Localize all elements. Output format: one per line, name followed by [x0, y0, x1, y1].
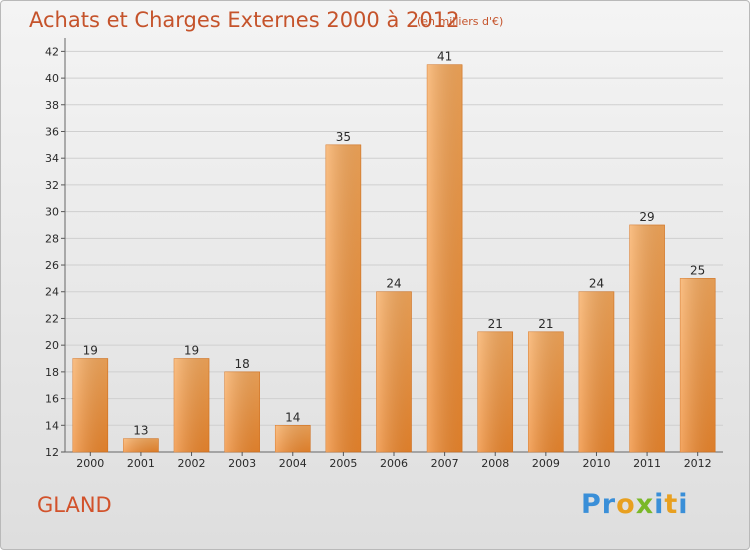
- logo-letter: t: [664, 489, 679, 520]
- y-tick-label: 30: [45, 206, 59, 219]
- bar-shade: [325, 144, 361, 452]
- bar-value-label: 19: [83, 344, 98, 358]
- bar-value-label: 19: [184, 344, 199, 358]
- x-tick-label: 2009: [532, 457, 560, 470]
- bar-value-label: 35: [336, 130, 351, 144]
- y-tick-label: 42: [45, 45, 59, 58]
- proxiti-logo: Proxiti: [581, 489, 689, 520]
- bar-value-label: 25: [690, 263, 705, 277]
- y-tick-label: 20: [45, 339, 59, 352]
- bar-shade: [123, 438, 159, 452]
- y-tick-label: 28: [45, 232, 59, 245]
- bar-shade: [629, 224, 665, 452]
- bar-value-label: 21: [488, 317, 503, 331]
- chart-title: Achats et Charges Externes 2000 à 2012: [29, 8, 460, 32]
- logo-letter: P: [581, 489, 602, 520]
- y-tick-label: 22: [45, 312, 59, 325]
- x-tick-label: 2008: [481, 457, 509, 470]
- bar-value-label: 24: [589, 277, 604, 291]
- bar-shade: [680, 278, 716, 452]
- logo-letter: i: [654, 489, 665, 520]
- bar-shade: [427, 64, 463, 452]
- y-tick-label: 16: [45, 393, 59, 406]
- x-tick-label: 2004: [279, 457, 307, 470]
- x-tick-label: 2000: [76, 457, 104, 470]
- town-name: GLAND: [37, 493, 112, 517]
- x-tick-label: 2001: [127, 457, 155, 470]
- logo-letter: r: [601, 489, 617, 520]
- bar-shade: [528, 331, 564, 452]
- bar-value-label: 13: [133, 424, 148, 438]
- y-tick-label: 32: [45, 179, 59, 192]
- bar-value-label: 21: [538, 317, 553, 331]
- y-tick-label: 40: [45, 72, 59, 85]
- bar-value-label: 24: [386, 277, 401, 291]
- y-tick-label: 14: [45, 419, 59, 432]
- x-tick-label: 2010: [582, 457, 610, 470]
- x-tick-label: 2003: [228, 457, 256, 470]
- bar-shade: [174, 358, 210, 452]
- x-tick-label: 2005: [329, 457, 357, 470]
- y-tick-label: 26: [45, 259, 59, 272]
- bar-shade: [376, 291, 412, 452]
- x-tick-label: 2012: [684, 457, 712, 470]
- y-tick-label: 24: [45, 286, 59, 299]
- bar-shade: [578, 291, 614, 452]
- bar-shade: [477, 331, 513, 452]
- bar-value-label: 41: [437, 50, 452, 64]
- logo-letter: o: [616, 489, 636, 520]
- x-tick-label: 2006: [380, 457, 408, 470]
- chart-subtitle: (en milliers d'€): [417, 15, 504, 28]
- y-tick-label: 36: [45, 125, 59, 138]
- y-tick-label: 12: [45, 446, 59, 459]
- x-tick-label: 2011: [633, 457, 661, 470]
- y-tick-label: 34: [45, 152, 59, 165]
- bar-value-label: 29: [639, 210, 654, 224]
- x-tick-label: 2007: [431, 457, 459, 470]
- bar-shade: [275, 425, 311, 452]
- logo-letter: i: [678, 489, 689, 520]
- logo-letter: x: [635, 489, 655, 520]
- bar-shade: [224, 371, 260, 452]
- y-tick-label: 38: [45, 99, 59, 112]
- y-tick-label: 18: [45, 366, 59, 379]
- x-tick-label: 2002: [178, 457, 206, 470]
- bar-value-label: 18: [235, 357, 250, 371]
- bar-shade: [72, 358, 108, 452]
- bar-value-label: 14: [285, 410, 300, 424]
